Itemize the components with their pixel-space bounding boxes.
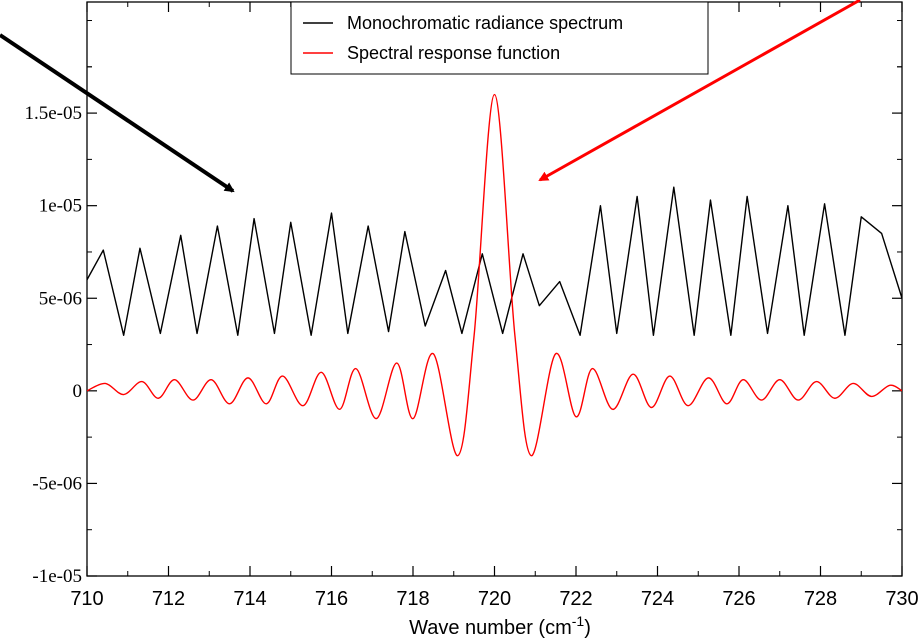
plot-frame: [86, 1, 903, 577]
y-tick-label: -5e-06: [32, 473, 82, 494]
y-tick-label: -1e-05: [32, 566, 82, 587]
y-tick-label: 5e-06: [39, 288, 82, 309]
x-tick-label: 720: [478, 588, 511, 610]
x-tick-label: 726: [722, 588, 755, 610]
y-axis: -1e-05 -5e-06 0 5e-06 1e-05 1.5e-05: [24, 20, 902, 587]
x-axis-title: Wave number (cm-1): [409, 613, 591, 639]
y-tick-label: 1.5e-05: [24, 103, 82, 124]
x-tick-label: 718: [396, 588, 429, 610]
series-line-radiance: [87, 186, 902, 336]
annotation-arrow-radiance: [0, 33, 235, 193]
x-tick-label: 724: [641, 588, 674, 610]
legend-label-srf: Spectral response function: [347, 43, 560, 63]
x-axis: 710 712 714 716 718 720 722 724 726 728 730: [70, 2, 919, 610]
legend: Monochromatic radiance spectrum Spectral…: [290, 1, 709, 75]
annotation-arrow-srf: [538, 0, 861, 182]
x-tick-label: 728: [804, 588, 837, 610]
x-tick-label: 712: [152, 588, 185, 610]
x-tick-label: 730: [885, 588, 918, 610]
x-tick-label: 722: [559, 588, 592, 610]
y-tick-label: 0: [73, 381, 83, 402]
x-tick-label: 714: [233, 588, 266, 610]
legend-box: [290, 1, 709, 75]
y-tick-label: 1e-05: [39, 196, 82, 217]
x-tick-label: 716: [315, 588, 348, 610]
legend-label-radiance: Monochromatic radiance spectrum: [347, 13, 623, 33]
series-line-srf: [87, 93, 902, 457]
x-tick-label: 710: [70, 588, 103, 610]
